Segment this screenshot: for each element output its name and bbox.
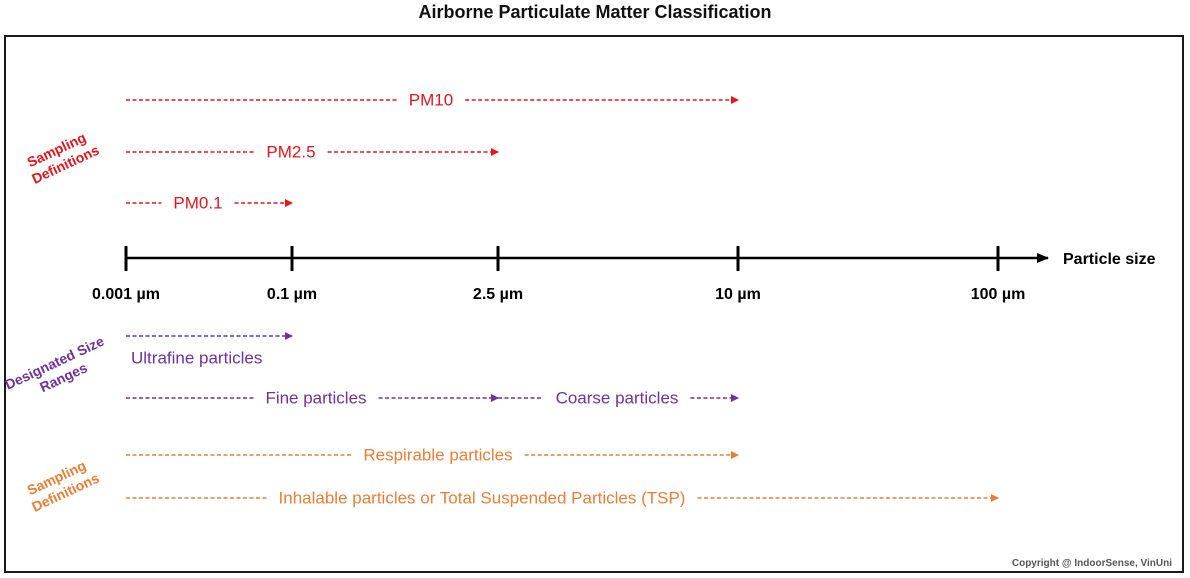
range-label: Fine particles [265, 389, 366, 408]
range-label: PM2.5 [266, 143, 315, 162]
axis-tick-label: 0.1 µm [267, 286, 317, 303]
axis-label: Particle size [1063, 251, 1156, 268]
group-label-size-ranges: Designated Size Ranges [2, 331, 117, 408]
axis-tick-label: 10 µm [715, 286, 761, 303]
diagram-frame [4, 35, 1184, 573]
axis-tick-label: 0.001 µm [92, 286, 160, 303]
axis-tick-label: 100 µm [971, 286, 1026, 303]
range-label: Respirable particles [363, 446, 512, 465]
range-label: PM0.1 [173, 194, 222, 213]
group-label-sampling-top: Sampling Definitions [22, 126, 102, 187]
range-label: Ultrafine particles [131, 348, 262, 367]
copyright-note: Copyright @ IndoorSense, VinUni [1012, 558, 1172, 569]
range-label: PM10 [409, 91, 453, 110]
axis-tick-label: 2.5 µm [473, 286, 523, 303]
group-label-sampling-bottom: Sampling Definitions [22, 454, 102, 515]
diagram-title: Airborne Particulate Matter Classificati… [418, 2, 772, 22]
range-label: Inhalable particles or Total Suspended P… [279, 489, 686, 508]
range-label: Coarse particles [556, 389, 679, 408]
